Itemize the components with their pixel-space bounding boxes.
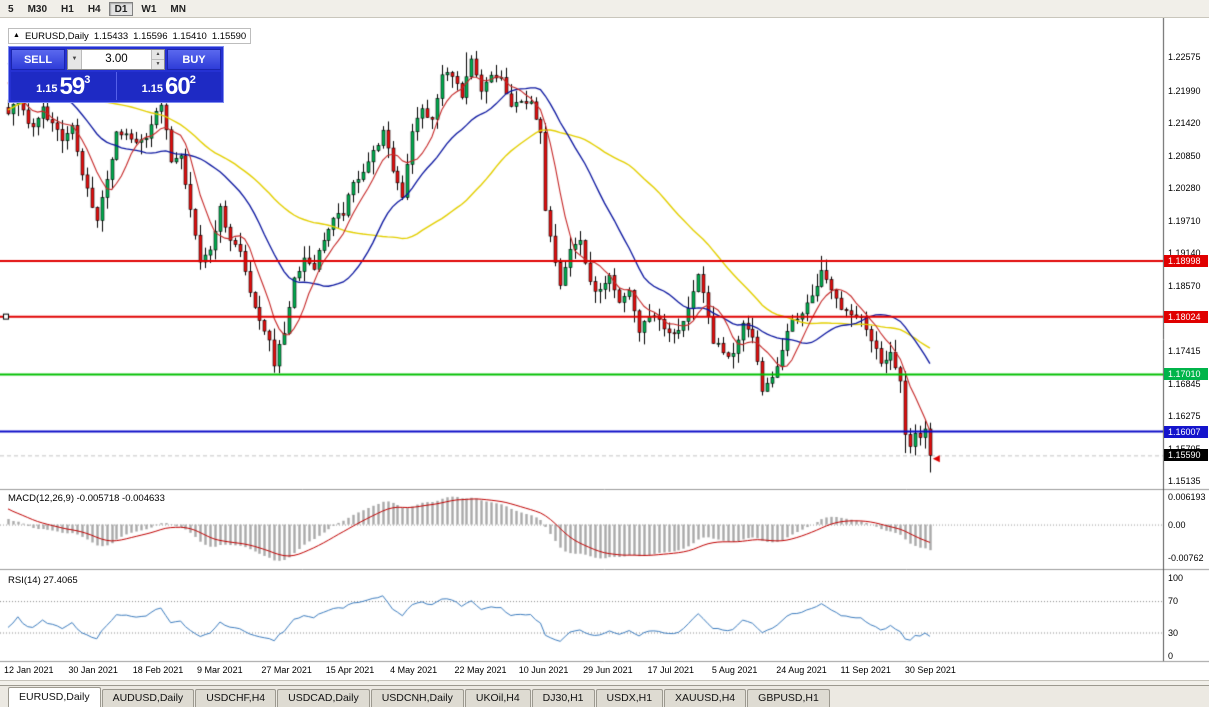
price-badge: 1.18998	[1164, 255, 1208, 268]
price-axis[interactable]: 1.22575 1.21990 1.21420 1.20850 1.20280 1.197…	[1163, 18, 1209, 661]
buy-button[interactable]: BUY	[167, 49, 221, 70]
price-axis-label: 1.21420	[1168, 118, 1201, 129]
timeframe-button-mn[interactable]: MN	[164, 2, 192, 16]
ohlc-symbol: EURUSD,Daily	[24, 30, 89, 42]
price-badge: 1.16007	[1164, 425, 1208, 438]
price-badge: 1.18024	[1164, 310, 1208, 323]
timeframe-button-5[interactable]: 5	[2, 2, 20, 16]
rsi-indicator-label: RSI(14) 27.4065	[8, 575, 78, 586]
rsi-axis-label: 100	[1168, 572, 1184, 583]
chart-tabs-bar: EURUSD,Daily AUDUSD,Daily USDCHF,H4 USDCAD,…	[0, 685, 1209, 707]
bid-price[interactable]: 1.15 59 3	[11, 72, 117, 100]
macd-indicator-label: MACD(12,26,9) -0.005718 -0.004633	[8, 493, 165, 504]
time-axis-label: 17 Jul 2021	[647, 665, 695, 675]
timeframe-button-h1[interactable]: H1	[55, 2, 80, 16]
time-axis-label: 12 Jan 2021	[4, 665, 54, 675]
time-axis-label: 10 Jun 2021	[518, 665, 569, 675]
price-axis-label: 1.22575	[1168, 52, 1201, 63]
volume-up-icon[interactable]: ▲	[152, 50, 164, 60]
time-axis-label: 15 Apr 2021	[325, 665, 375, 675]
time-axis-label: 18 Feb 2021	[132, 665, 184, 675]
timeframe-button-h4[interactable]: H4	[82, 2, 107, 16]
tab-usdcad-daily[interactable]: USDCAD,Daily	[277, 689, 370, 707]
volume-stepper: ▲ ▼	[151, 50, 164, 69]
time-axis-label: 4 May 2021	[390, 665, 438, 675]
ask-price-pip: 2	[189, 74, 196, 86]
tab-usdchf-h4[interactable]: USDCHF,H4	[195, 689, 277, 707]
volume-down-icon[interactable]: ▼	[152, 60, 164, 69]
time-axis[interactable]: 12 Jan 2021 30 Jan 2021 18 Feb 2021 9 Mar 2…	[0, 661, 1209, 680]
time-axis-label: 30 Jan 2021	[68, 665, 118, 675]
one-click-trading-panel: SELL ▼ 3.00 ▲ ▼ BUY 1.15 59 3	[8, 46, 224, 103]
macd-axis-label: 0.00	[1168, 519, 1186, 530]
ohlc-close: 1.15590	[211, 30, 247, 42]
tab-dj30-h1[interactable]: DJ30,H1	[531, 689, 595, 707]
bid-price-prefix: 1.15	[36, 83, 58, 95]
timeframe-button-d1[interactable]: D1	[108, 1, 134, 16]
macd-axis-label: -0.00762	[1168, 553, 1204, 564]
price-badge: 1.15590	[1164, 449, 1208, 462]
horizontal-scrollbar[interactable]	[0, 680, 1209, 685]
time-axis-label: 5 Aug 2021	[711, 665, 758, 675]
price-axis-label: 1.16845	[1168, 378, 1201, 389]
price-axis-label: 1.21990	[1168, 85, 1201, 96]
price-axis-label: 1.15135	[1168, 476, 1201, 487]
price-axis-label: 1.16275	[1168, 411, 1201, 422]
time-axis-label: 27 Mar 2021	[261, 665, 312, 675]
timeframe-toolbar: 5 M30 H1 H4 D1 W1 MN	[0, 0, 1209, 18]
price-axis-label: 1.19710	[1168, 215, 1201, 226]
time-axis-label: 9 Mar 2021	[197, 665, 243, 675]
bid-price-pip: 3	[84, 74, 91, 86]
ask-price-big: 60	[165, 73, 191, 100]
time-axis-label: 24 Aug 2021	[776, 665, 827, 675]
price-badge: 1.17010	[1164, 368, 1208, 381]
ohlc-open: 1.15433	[93, 30, 129, 42]
price-axis-label: 1.17415	[1168, 346, 1201, 357]
timeframe-button-w1[interactable]: W1	[135, 2, 162, 16]
macd-axis-label: 0.006193	[1168, 492, 1206, 503]
bid-ask-panel: 1.15 59 3 1.15 60 2	[11, 72, 221, 100]
price-chart-canvas[interactable]	[0, 18, 1209, 680]
timeframe-button-m30[interactable]: M30	[22, 2, 53, 16]
rsi-axis-label: 70	[1168, 596, 1179, 607]
volume-value[interactable]: 3.00	[105, 53, 128, 65]
sell-button[interactable]: SELL	[11, 49, 65, 70]
tab-audusd-daily[interactable]: AUDUSD,Daily	[101, 689, 195, 707]
price-axis-label: 1.20850	[1168, 150, 1201, 161]
time-axis-label: 22 May 2021	[454, 665, 507, 675]
ask-price-prefix: 1.15	[141, 83, 164, 95]
collapse-arrow-icon[interactable]: ▲	[13, 32, 20, 39]
price-axis-label: 1.20280	[1168, 183, 1201, 194]
tab-usdcnh-daily[interactable]: USDCNH,Daily	[370, 689, 464, 707]
time-axis-label: 30 Sep 2021	[904, 665, 956, 675]
time-axis-label: 29 Jun 2021	[583, 665, 633, 675]
volume-field[interactable]: ▼ 3.00 ▲ ▼	[67, 49, 165, 70]
rsi-axis-label: 30	[1168, 627, 1179, 638]
price-axis-label: 1.19140	[1168, 248, 1201, 258]
rsi-axis-label: 0	[1168, 651, 1174, 662]
volume-dropdown-icon[interactable]: ▼	[68, 50, 82, 69]
price-axis-label: 1.18570	[1168, 280, 1201, 291]
one-click-order-row: SELL ▼ 3.00 ▲ ▼ BUY	[11, 49, 221, 70]
time-axis-label: 11 Sep 2021	[840, 665, 891, 675]
chart-region[interactable]: ▲ EURUSD,Daily 1.15433 1.15596 1.15410 1…	[0, 18, 1209, 680]
tab-eurusd-daily[interactable]: EURUSD,Daily	[8, 687, 101, 707]
ohlc-high: 1.15596	[133, 30, 168, 42]
tab-ukoil-h4[interactable]: UKOil,H4	[464, 689, 531, 707]
tab-gbpusd-h1[interactable]: GBPUSD,H1	[747, 689, 830, 707]
tab-usdx-h1[interactable]: USDX,H1	[595, 689, 664, 707]
ask-price[interactable]: 1.15 60 2	[117, 72, 222, 100]
ohlc-low: 1.15410	[172, 30, 207, 42]
tab-xauusd-h4[interactable]: XAUUSD,H4	[664, 689, 747, 707]
ohlc-info: ▲ EURUSD,Daily 1.15433 1.15596 1.15410 1…	[8, 28, 252, 44]
price-axis-label: 1.15705	[1168, 444, 1201, 454]
bid-price-big: 59	[59, 73, 86, 100]
